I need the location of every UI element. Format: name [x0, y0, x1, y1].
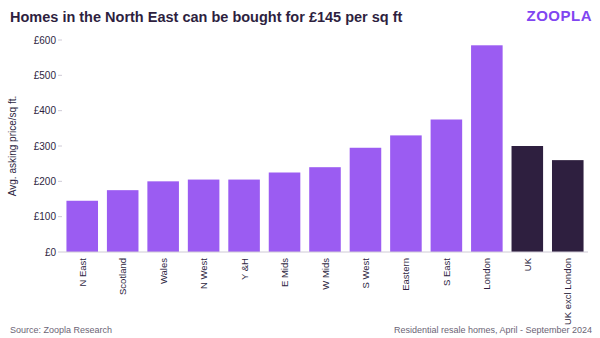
x-tick-label: S West [360, 258, 371, 289]
bar [66, 201, 98, 252]
x-tick-label: Wales [158, 258, 169, 284]
x-tick-label: N East [77, 258, 88, 287]
y-tick-label: £400 [34, 105, 57, 116]
y-tick [58, 216, 62, 217]
y-tick [58, 110, 62, 111]
bar [107, 190, 139, 252]
x-tick-label: London [481, 258, 492, 290]
bar [309, 167, 341, 252]
x-tick-label: Scotland [117, 258, 128, 295]
x-tick-label: UK excl London [562, 258, 573, 325]
y-tick [58, 146, 62, 147]
bar [552, 160, 584, 252]
source: Source: Zoopla Research [10, 325, 112, 335]
x-tick-label: Y &H [239, 258, 250, 280]
bar [431, 120, 463, 253]
x-tick-label: Eastern [400, 258, 411, 291]
x-tick-label: W Mids [320, 258, 331, 290]
y-tick-label: £500 [34, 70, 57, 81]
y-axis-label: Avg. asking price/sq ft. [7, 96, 18, 196]
y-tick [58, 181, 62, 182]
x-tick-label: S East [441, 258, 452, 286]
y-tick [58, 75, 62, 76]
bar [188, 180, 220, 252]
bar [269, 173, 301, 253]
x-tick-label: E Mids [279, 258, 290, 287]
bar [147, 181, 179, 252]
bar [390, 135, 422, 252]
y-tick-label: £600 [34, 35, 57, 46]
bar [471, 45, 503, 252]
bar [228, 180, 260, 252]
note: Residential resale homes, April - Septem… [394, 325, 592, 335]
bar [350, 148, 382, 252]
y-tick-label: £100 [34, 211, 57, 222]
y-tick-label: £0 [45, 247, 57, 258]
title: Homes in the North East can be bought fo… [10, 9, 403, 25]
y-tick [58, 40, 62, 41]
y-tick [58, 252, 62, 253]
x-tick-label: UK [522, 257, 533, 271]
logo: ZOOPLA [527, 7, 593, 24]
x-axis-line [62, 252, 588, 253]
x-tick-label: N West [198, 258, 209, 289]
y-tick-label: £200 [34, 176, 57, 187]
bar [512, 146, 544, 252]
y-tick-label: £300 [34, 141, 57, 152]
chart: Homes in the North East can be bought fo… [0, 0, 600, 338]
